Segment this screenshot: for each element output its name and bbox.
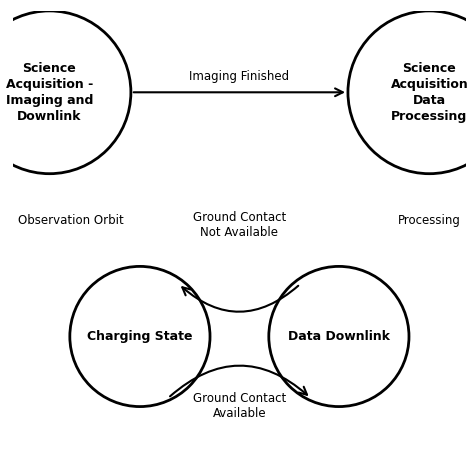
Circle shape [0, 11, 131, 173]
Circle shape [348, 11, 474, 173]
Text: Science
Acquisition
Data
Processing: Science Acquisition Data Processing [391, 62, 468, 123]
Text: Charging State: Charging State [87, 330, 192, 343]
Circle shape [70, 266, 210, 407]
Text: Observation Orbit: Observation Orbit [18, 214, 124, 227]
Text: Imaging Finished: Imaging Finished [189, 70, 290, 83]
Circle shape [269, 266, 409, 407]
Text: Ground Contact
Not Available: Ground Contact Not Available [193, 211, 286, 239]
Text: Processing: Processing [398, 214, 461, 227]
Text: Data Downlink: Data Downlink [288, 330, 390, 343]
Text: Science
Acquisition -
Imaging and
Downlink: Science Acquisition - Imaging and Downli… [6, 62, 93, 123]
Text: Ground Contact
Available: Ground Contact Available [193, 392, 286, 420]
